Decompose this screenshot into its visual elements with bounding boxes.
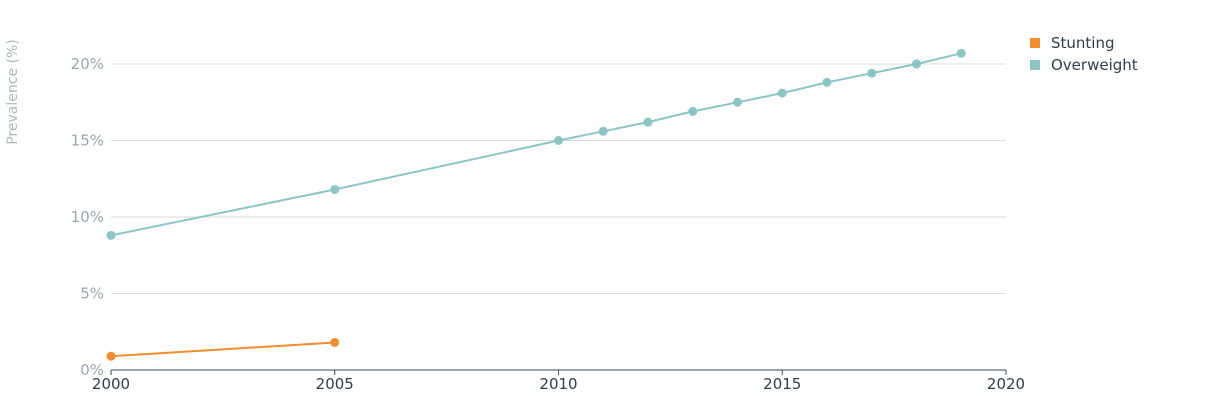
data-point-overweight[interactable]	[822, 77, 832, 87]
legend-item-stunting[interactable]: Stunting	[1030, 34, 1115, 52]
y-tick-label: 15%	[71, 132, 104, 150]
series-layer	[106, 48, 966, 361]
x-tick-label: 2000	[92, 375, 130, 393]
legend-item-overweight[interactable]: Overweight	[1030, 56, 1138, 74]
data-point-overweight[interactable]	[643, 117, 653, 127]
y-tick-label: 5%	[80, 285, 104, 303]
data-point-stunting[interactable]	[106, 351, 116, 361]
series-stunting	[106, 337, 340, 361]
legend-label: Overweight	[1051, 56, 1138, 74]
y-tick-label: 10%	[71, 208, 104, 226]
y-tick-label: 0%	[80, 361, 104, 379]
x-tick-label: 2010	[539, 375, 577, 393]
data-point-overweight[interactable]	[733, 97, 742, 107]
y-tick-label: 20%	[71, 55, 104, 73]
x-tick-label: 2020	[987, 375, 1025, 393]
data-point-overweight[interactable]	[554, 136, 563, 145]
legend: Stunting Overweight	[1030, 34, 1138, 74]
data-point-overweight[interactable]	[330, 184, 340, 194]
x-tick-label: 2005	[316, 375, 354, 393]
data-point-overweight[interactable]	[598, 126, 608, 136]
grid-lines	[110, 63, 1007, 375]
legend-swatch	[1030, 38, 1040, 48]
legend-label: Stunting	[1051, 34, 1115, 52]
tick-labels: 0% 5% 10% 15% 20% 2000 2005 2010 2015 2020	[71, 55, 1025, 393]
series-line-stunting	[110, 341, 335, 358]
legend-swatch	[1030, 60, 1040, 70]
x-tick-label: 2015	[763, 375, 801, 393]
data-point-overweight[interactable]	[777, 88, 787, 98]
data-point-overweight[interactable]	[956, 48, 966, 58]
data-point-overweight[interactable]	[867, 68, 877, 78]
data-point-overweight[interactable]	[106, 230, 116, 240]
y-axis-label: Prevalence (%)	[5, 39, 21, 145]
data-point-overweight[interactable]	[912, 59, 921, 69]
data-point-stunting[interactable]	[330, 337, 340, 347]
series-line-overweight	[110, 52, 962, 237]
data-point-overweight[interactable]	[688, 106, 698, 116]
series-overweight	[106, 48, 966, 240]
